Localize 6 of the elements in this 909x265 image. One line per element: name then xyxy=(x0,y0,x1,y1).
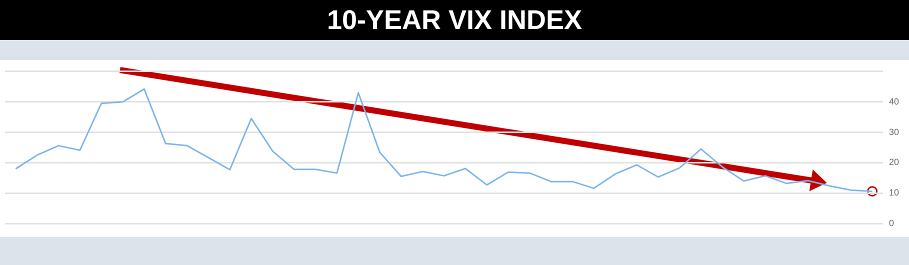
chart-title: 10-YEAR VIX INDEX xyxy=(0,0,909,40)
y-tick-label: 20 xyxy=(888,157,900,168)
y-tick-label: 40 xyxy=(888,96,900,106)
y-tick-label: 10 xyxy=(888,188,900,198)
y-tick-label: 0 xyxy=(888,218,894,228)
y-tick-label: 30 xyxy=(888,126,900,137)
